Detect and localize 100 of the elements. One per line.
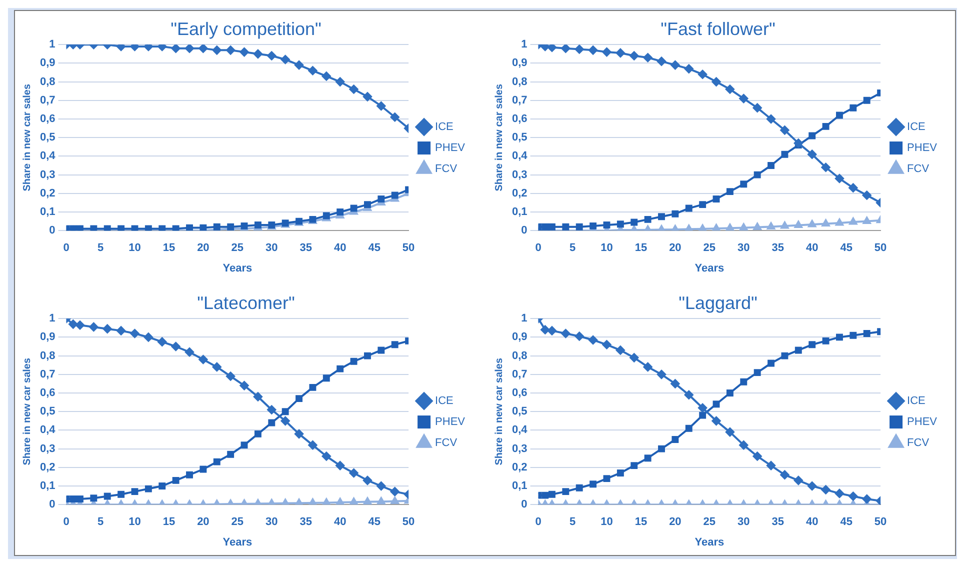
- y-axis-title: Share in new car sales: [494, 84, 505, 192]
- x-tick-label: 50: [402, 516, 415, 528]
- y-tick-label: 0,9: [512, 57, 528, 70]
- x-tick-label: 0: [535, 242, 542, 254]
- y-axis-title: Share in new car sales: [22, 358, 33, 466]
- x-tick-label: 25: [703, 242, 716, 254]
- y-tick-label: 0,6: [40, 113, 56, 126]
- y-tick-label: 0,2: [512, 187, 528, 200]
- x-tick-label: 35: [300, 516, 312, 528]
- y-tick-label: 0,5: [40, 406, 56, 418]
- x-tick-label: 20: [197, 242, 210, 254]
- legend-label: FCV: [435, 163, 458, 176]
- y-tick-label: 0: [521, 224, 528, 237]
- y-tick-label: 0,9: [512, 331, 528, 344]
- x-tick-label: 0: [63, 516, 70, 528]
- x-axis-title: Years: [222, 262, 252, 274]
- legend-label: PHEV: [907, 142, 938, 154]
- y-tick-label: 0,1: [40, 480, 56, 492]
- legend-label: ICE: [435, 395, 454, 408]
- legend-label: PHEV: [907, 416, 938, 428]
- y-tick-label: 0,6: [40, 387, 56, 400]
- y-tick-label: 0,4: [40, 424, 56, 436]
- y-tick-label: 0,1: [512, 206, 528, 218]
- x-tick-label: 15: [162, 242, 176, 254]
- y-tick-label: 0,8: [40, 350, 56, 362]
- y-tick-label: 0,1: [512, 480, 528, 492]
- y-tick-label: 0,2: [40, 187, 56, 200]
- x-tick-label: 10: [128, 516, 141, 528]
- legend-label: FCV: [435, 437, 458, 450]
- x-tick-label: 30: [738, 242, 750, 254]
- x-tick-label: 25: [231, 242, 244, 254]
- x-tick-label: 30: [266, 516, 278, 528]
- y-tick-label: 0,1: [40, 206, 56, 218]
- y-tick-label: 0,8: [40, 76, 56, 88]
- x-tick-label: 15: [162, 516, 176, 528]
- y-tick-label: 0,9: [40, 331, 56, 344]
- legend-label: FCV: [907, 437, 930, 450]
- x-tick-label: 15: [634, 242, 648, 254]
- legend-label: FCV: [907, 163, 930, 176]
- y-tick-label: 0,2: [512, 461, 528, 474]
- x-tick-label: 50: [402, 242, 415, 254]
- legend-label: ICE: [907, 121, 926, 134]
- x-tick-label: 0: [535, 516, 542, 528]
- y-tick-label: 1: [521, 312, 528, 325]
- y-tick-label: 0,5: [512, 406, 528, 418]
- x-tick-label: 5: [97, 516, 104, 528]
- y-tick-label: 1: [49, 312, 56, 325]
- x-tick-label: 25: [703, 516, 716, 528]
- x-axis-title: Years: [694, 536, 724, 548]
- x-tick-label: 40: [806, 516, 818, 528]
- x-axis-title: Years: [694, 262, 724, 274]
- chart-title: "Laggard": [678, 292, 758, 313]
- x-tick-label: 5: [569, 242, 576, 254]
- x-tick-label: 50: [874, 242, 887, 254]
- chart-title: "Latecomer": [197, 292, 295, 313]
- y-tick-label: 1: [49, 38, 56, 51]
- y-tick-label: 0,8: [512, 76, 528, 88]
- x-tick-label: 40: [334, 242, 346, 254]
- x-tick-label: 30: [266, 242, 278, 254]
- y-axis-title: Share in new car sales: [494, 358, 505, 466]
- legend-label: PHEV: [435, 416, 466, 428]
- y-tick-label: 0: [49, 224, 56, 237]
- x-tick-label: 45: [840, 516, 852, 528]
- y-tick-label: 0: [49, 498, 56, 511]
- y-tick-label: 0,6: [512, 387, 528, 400]
- y-tick-label: 0,7: [40, 94, 56, 106]
- x-tick-label: 25: [231, 516, 244, 528]
- x-tick-label: 45: [840, 242, 852, 254]
- x-tick-label: 15: [634, 516, 648, 528]
- x-tick-label: 10: [600, 242, 613, 254]
- y-tick-label: 0,3: [512, 168, 528, 181]
- x-tick-label: 10: [128, 242, 141, 254]
- x-tick-label: 35: [772, 516, 784, 528]
- y-tick-label: 0,7: [512, 368, 528, 380]
- chart-title: "Fast follower": [660, 18, 776, 39]
- y-tick-label: 0,9: [40, 57, 56, 70]
- y-tick-label: 0,5: [512, 132, 528, 144]
- y-tick-label: 0,8: [512, 350, 528, 362]
- x-tick-label: 40: [806, 242, 818, 254]
- x-tick-label: 35: [772, 242, 784, 254]
- y-tick-label: 0: [521, 498, 528, 511]
- y-tick-label: 1: [521, 38, 528, 51]
- x-tick-label: 10: [600, 516, 613, 528]
- chart-title: "Early competition": [170, 18, 322, 39]
- x-tick-label: 5: [569, 516, 576, 528]
- x-tick-label: 50: [874, 516, 887, 528]
- y-tick-label: 0,4: [512, 150, 528, 162]
- legend-label: PHEV: [435, 142, 466, 154]
- y-tick-label: 0,3: [40, 168, 56, 181]
- y-tick-label: 0,7: [512, 94, 528, 106]
- x-tick-label: 20: [669, 516, 682, 528]
- x-tick-label: 35: [300, 242, 312, 254]
- x-tick-label: 0: [63, 242, 70, 254]
- y-tick-label: 0,5: [40, 132, 56, 144]
- x-tick-label: 20: [669, 242, 682, 254]
- x-axis-title: Years: [222, 536, 252, 548]
- x-tick-label: 20: [197, 516, 210, 528]
- y-tick-label: 0,3: [512, 442, 528, 455]
- x-tick-label: 45: [368, 516, 380, 528]
- legend-label: ICE: [435, 121, 454, 134]
